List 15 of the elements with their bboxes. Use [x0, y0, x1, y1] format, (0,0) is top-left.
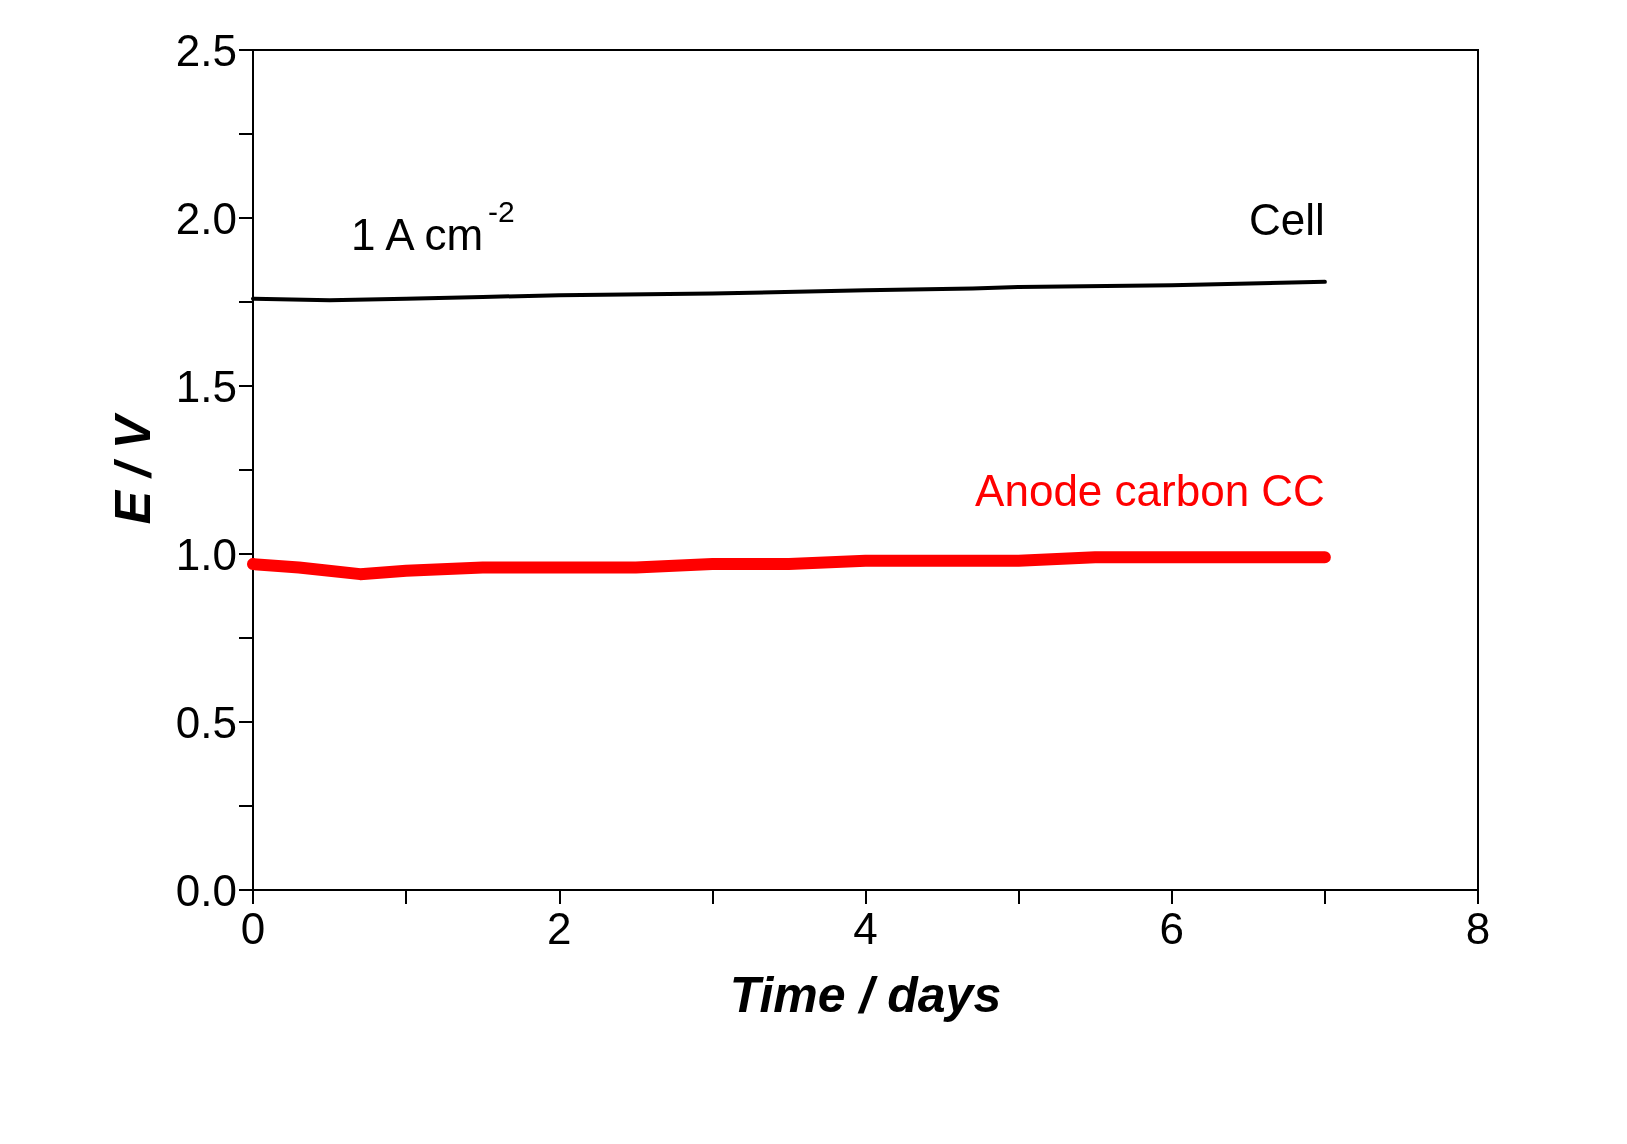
x-tick-label: 6: [1159, 903, 1184, 953]
y-axis-title: E / V: [105, 412, 161, 525]
y-tick-label: 0.0: [175, 865, 237, 915]
y-tick-label: 1.5: [175, 361, 237, 411]
y-tick-label: 2.5: [175, 25, 237, 75]
y-tick-label: 1.0: [175, 529, 237, 579]
x-tick-label: 4: [853, 903, 878, 953]
x-axis-title: Time / days: [729, 967, 1002, 1023]
y-tick-label: 0.5: [175, 697, 237, 747]
series-label: Anode carbon CC: [975, 465, 1325, 515]
y-tick-label: 2.0: [175, 193, 237, 243]
series-label: Cell: [1249, 195, 1325, 245]
x-tick-label: 0: [240, 903, 266, 953]
x-tick-label: 8: [1465, 903, 1491, 953]
x-tick-label: 2: [547, 903, 572, 953]
